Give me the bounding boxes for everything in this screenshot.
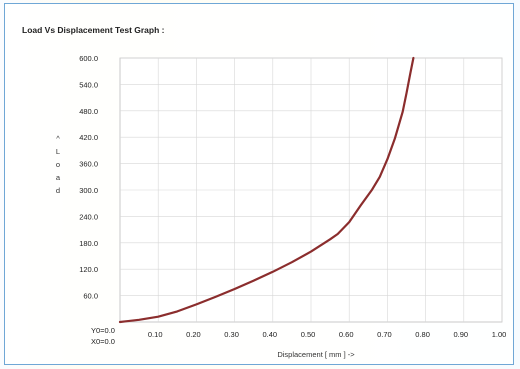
origin-x-label: X0=0.0 (91, 337, 115, 346)
x-tick-label: 0.50 (301, 330, 316, 339)
y-tick-label: 480.0 (79, 107, 98, 116)
x-tick-label: 0.20 (186, 330, 201, 339)
y-tick-label: 60.0 (83, 292, 98, 301)
x-tick-label: 1.00 (492, 330, 507, 339)
y-axis-label-char: a (56, 173, 61, 182)
y-tick-label: 540.0 (79, 80, 98, 89)
y-axis-label: ^ Load (56, 134, 61, 195)
y-tick-labels: 60.0 120.0 180.0 240.0 300.0 360.0 420.0 480.0 5… (79, 54, 98, 301)
y-tick-label: 240.0 (79, 212, 98, 221)
y-axis-label-char: o (56, 160, 60, 169)
y-axis-label-char: d (56, 186, 60, 195)
x-tick-label: 0.30 (224, 330, 239, 339)
y-axis-label-char: L (56, 147, 60, 156)
x-tick-label: 0.90 (453, 330, 468, 339)
y-tick-label: 420.0 (79, 133, 98, 142)
y-tick-label: 300.0 (79, 186, 98, 195)
x-tick-label: 0.80 (415, 330, 430, 339)
x-tick-labels: 0.10 0.20 0.30 0.40 0.50 0.60 0.70 0.80 0.90 1.00 (148, 330, 506, 339)
y-tick-label: 360.0 (79, 160, 98, 169)
y-tick-label: 120.0 (79, 265, 98, 274)
series-line (118, 56, 415, 324)
y-tick-label: 180.0 (79, 239, 98, 248)
origin-y-label: Y0=0.0 (91, 326, 115, 335)
x-tick-label: 0.60 (339, 330, 354, 339)
grid-lines (120, 57, 503, 322)
y-axis-label-char: ^ (56, 134, 60, 143)
x-tick-label: 0.10 (148, 330, 163, 339)
y-tick-label: 600.0 (79, 54, 98, 63)
x-tick-label: 0.70 (377, 330, 392, 339)
x-axis-label: Displacement [ mm ] -> (277, 350, 355, 359)
x-tick-label: 0.40 (262, 330, 277, 339)
chart-title: Load Vs Displacement Test Graph : (22, 25, 165, 35)
